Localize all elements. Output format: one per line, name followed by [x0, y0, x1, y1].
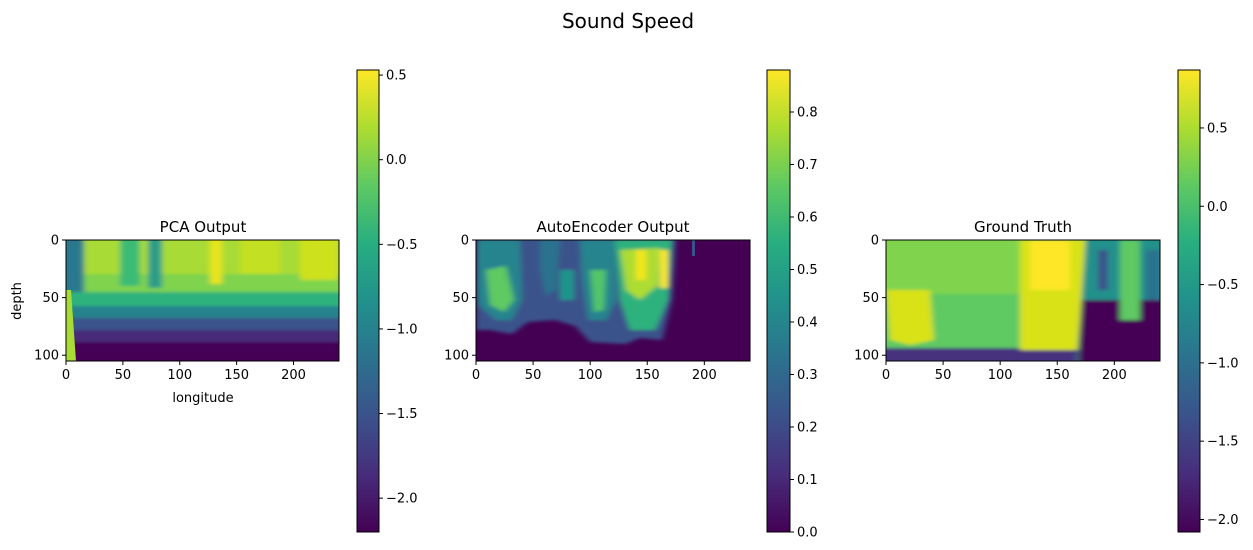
colorbar-tick-label: −1.5 [386, 407, 418, 422]
y-tick-label: 100 [854, 349, 879, 364]
colorbar-tick-label: 0.7 [797, 158, 818, 173]
y-tick-label: 100 [444, 349, 469, 364]
x-tick-label: 100 [988, 368, 1013, 383]
x-tick-label: 200 [692, 368, 717, 383]
colorbar-tick-label: 0.5 [1207, 121, 1228, 136]
x-axis-label: longitude [172, 391, 233, 406]
colorbar: 0.5 0.0 −0.5 −1.0 −1.5 −2.0 [1177, 69, 1239, 533]
colorbar-tick-label: 0.5 [386, 69, 407, 84]
x-tick-label: 0 [472, 368, 480, 383]
colorbar-tick-label: −2.0 [1207, 513, 1239, 528]
panel-pca-output: PCA Output 0 50 100 150 200 0 50 100 [10, 69, 418, 533]
colorbar-gradient [766, 69, 791, 533]
panel-title: Ground Truth [974, 218, 1072, 236]
y-axis: 0 50 100 [34, 234, 66, 364]
x-tick-label: 100 [167, 368, 192, 383]
colorbar-tick-label: 0.6 [797, 211, 818, 226]
x-tick-label: 50 [935, 368, 952, 383]
colorbar-tick-label: 0.8 [797, 106, 818, 121]
x-tick-label: 50 [525, 368, 542, 383]
x-tick-label: 0 [62, 368, 70, 383]
x-tick-label: 100 [578, 368, 603, 383]
colorbar-tick-label: −1.0 [1207, 356, 1239, 371]
colorbar-tick-label: 0.2 [797, 421, 818, 436]
panel-ground-truth: Ground Truth 0 50 100 150 200 0 50 100 0.5 [854, 69, 1239, 533]
colorbar-tick-label: −0.5 [1207, 278, 1239, 293]
y-tick-label: 50 [452, 291, 469, 306]
x-tick-label: 0 [882, 368, 890, 383]
panel-title: PCA Output [160, 218, 247, 236]
colorbar-tick-label: 0.0 [797, 526, 818, 541]
colorbar-tick-label: 0.5 [797, 263, 818, 278]
x-tick-label: 200 [1102, 368, 1127, 383]
y-tick-label: 100 [34, 349, 59, 364]
y-axis: 0 50 100 [854, 234, 886, 364]
x-tick-label: 200 [281, 368, 306, 383]
y-tick-label: 50 [42, 291, 59, 306]
heatmap-image [476, 240, 750, 361]
colorbar-tick-label: 0.0 [1207, 200, 1228, 215]
x-axis: 0 50 100 150 200 [472, 361, 717, 383]
x-tick-label: 50 [115, 368, 132, 383]
colorbar-tick-label: −0.5 [386, 238, 418, 253]
panel-title: AutoEncoder Output [536, 218, 689, 236]
x-axis: 0 50 100 150 200 [62, 361, 306, 383]
colorbar-tick-label: −1.0 [386, 322, 418, 337]
panel-autoencoder-output: AutoEncoder Output 0 50 100 150 200 0 50 100 [444, 69, 818, 541]
y-tick-label: 0 [871, 234, 879, 249]
colorbar-tick-label: −2.0 [386, 492, 418, 507]
x-tick-label: 150 [1045, 368, 1070, 383]
y-tick-label: 0 [461, 234, 469, 249]
colorbar-tick-label: −1.5 [1207, 435, 1239, 450]
y-axis: 0 50 100 [444, 234, 476, 364]
colorbar-gradient [356, 69, 380, 533]
x-tick-label: 150 [635, 368, 660, 383]
y-tick-label: 0 [51, 234, 59, 249]
x-tick-label: 150 [224, 368, 249, 383]
figure-title: Sound Speed [562, 9, 694, 33]
colorbar: 0.8 0.7 0.6 0.5 0.4 0.3 0.2 0.1 0.0 [766, 69, 818, 541]
heatmap-image [66, 240, 339, 361]
x-axis: 0 50 100 150 200 [882, 361, 1127, 383]
colorbar: 0.5 0.0 −0.5 −1.0 −1.5 −2.0 [356, 69, 418, 533]
heatmap-image [886, 240, 1160, 361]
colorbar-tick-label: 0.3 [797, 368, 818, 383]
y-axis-label: depth [10, 282, 25, 320]
colorbar-tick-label: 0.1 [797, 473, 818, 488]
colorbar-tick-label: 0.0 [386, 153, 407, 168]
y-tick-label: 50 [862, 291, 879, 306]
colorbar-gradient [1177, 69, 1201, 533]
colorbar-tick-label: 0.4 [797, 316, 818, 331]
